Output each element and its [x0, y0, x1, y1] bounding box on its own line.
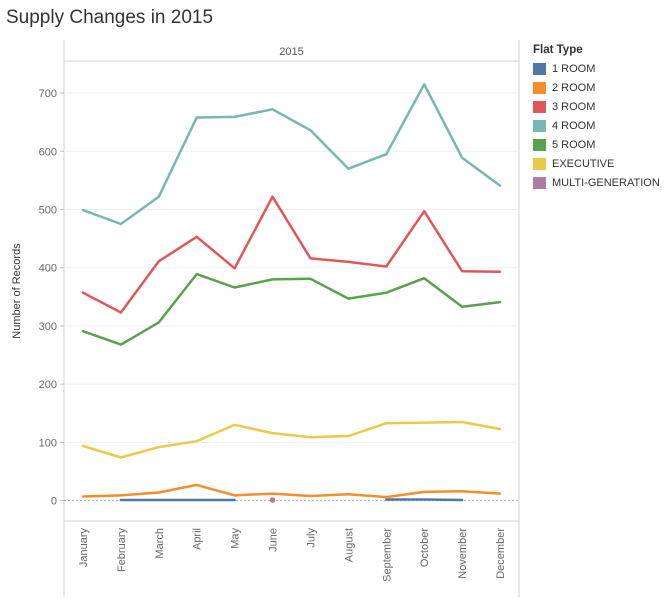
x-tick-label: February — [116, 528, 128, 573]
y-tick-label: 700 — [39, 88, 57, 100]
y-tick-label: 0 — [51, 496, 57, 508]
x-tick-label: June — [268, 528, 280, 552]
series-point-multi-generation — [269, 497, 276, 503]
x-tick-label: May — [230, 528, 242, 549]
legend-label: EXECUTIVE — [552, 157, 615, 170]
legend-label: 4 ROOM — [552, 119, 596, 132]
x-tick-label: April — [192, 528, 204, 550]
legend-swatch — [533, 157, 546, 170]
series-line-executive — [81, 420, 502, 459]
legend-swatch — [533, 81, 546, 94]
legend-items: 1 ROOM 2 ROOM 3 ROOM 4 ROOM 5 ROOM EXECUTIVE M… — [533, 59, 660, 192]
x-tick-label: July — [305, 528, 317, 548]
legend-label: MULTI-GENERATION — [552, 176, 660, 189]
panel-header-label: 2015 — [279, 46, 303, 58]
legend-item-2-room[interactable]: 2 ROOM — [533, 78, 660, 97]
x-tick-label: December — [495, 528, 507, 579]
legend-swatch — [533, 119, 546, 132]
y-axis-label: Number of Records — [11, 243, 23, 339]
legend-item-executive[interactable]: EXECUTIVE — [533, 154, 660, 173]
x-tick-label: October — [419, 528, 431, 567]
y-tick-label: 400 — [39, 263, 57, 275]
legend-item-multi-generation[interactable]: MULTI-GENERATION — [533, 173, 660, 192]
x-tick-label: September — [381, 528, 393, 582]
y-tick-label: 100 — [39, 437, 57, 449]
legend-item-4-room[interactable]: 4 ROOM — [533, 116, 660, 135]
legend-item-1-room[interactable]: 1 ROOM — [533, 59, 660, 78]
y-tick-label: 500 — [39, 204, 57, 216]
x-tick-label: November — [457, 528, 469, 579]
series-line-2-room — [81, 483, 502, 499]
series-line-3-room — [81, 195, 502, 314]
y-tick-label: 600 — [39, 146, 57, 158]
legend-item-3-room[interactable]: 3 ROOM — [533, 97, 660, 116]
series-line-5-room — [81, 272, 502, 346]
legend-label: 2 ROOM — [552, 81, 596, 94]
x-tick-label: January — [78, 528, 90, 568]
x-tick-label: March — [154, 528, 166, 559]
legend-swatch — [533, 176, 546, 189]
legend-swatch — [533, 138, 546, 151]
chart-title: Supply Changes in 2015 — [6, 7, 214, 28]
y-tick-label: 300 — [39, 321, 57, 333]
series-line-4-room — [81, 83, 502, 226]
legend: Flat Type 1 ROOM 2 ROOM 3 ROOM 4 ROOM 5 ROOM… — [533, 44, 660, 192]
series-line-1-room — [385, 498, 464, 502]
legend-label: 5 ROOM — [552, 138, 596, 151]
legend-label: 3 ROOM — [552, 100, 596, 113]
legend-label: 1 ROOM — [552, 62, 596, 75]
legend-title: Flat Type — [533, 44, 583, 56]
x-tick-label: August — [343, 528, 355, 562]
legend-swatch — [533, 100, 546, 113]
legend-item-5-room[interactable]: 5 ROOM — [533, 135, 660, 154]
legend-swatch — [533, 62, 546, 75]
y-tick-label: 200 — [39, 379, 57, 391]
